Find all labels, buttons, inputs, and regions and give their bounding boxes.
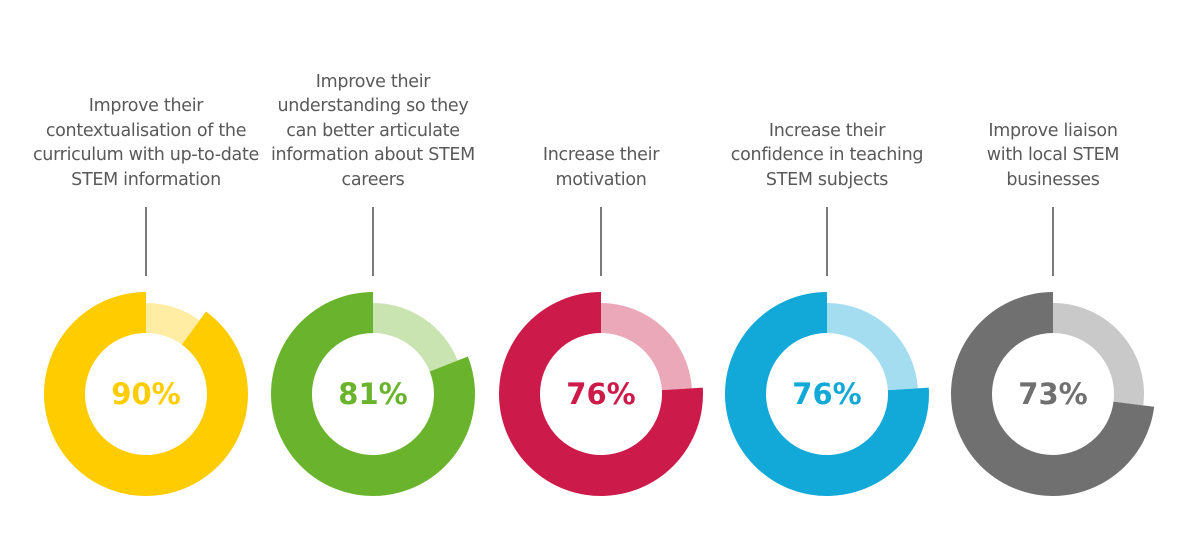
donut-label-5: Improve liaison with local STEM businesses	[986, 120, 1120, 190]
connector-line-5	[1052, 207, 1054, 276]
connector-line-4	[826, 207, 828, 276]
donut-value-segment-5	[951, 292, 1155, 496]
donut-percent-4: 76%	[792, 377, 862, 411]
donut-label-1: Improve their contextualisation of the cur…	[32, 96, 259, 190]
connector-line-1	[145, 207, 147, 276]
donut-3	[499, 292, 703, 496]
donut-value-segment-1	[44, 292, 249, 496]
donut-remainder-segment-2	[373, 303, 458, 372]
donut-5	[951, 292, 1155, 496]
donut-value-segment-2	[271, 292, 475, 496]
donut-percent-2: 81%	[338, 377, 408, 411]
donut-percent-5: 73%	[1018, 377, 1088, 411]
donut-label-2: Improve their understanding so they can be…	[271, 71, 475, 190]
donut-remainder-segment-1	[146, 303, 200, 345]
donut-value-segment-4	[725, 292, 929, 496]
donut-4	[725, 292, 929, 496]
donut-percent-1: 90%	[111, 377, 181, 411]
donut-value-segment-3	[499, 292, 703, 496]
donut-remainder-segment-4	[827, 303, 918, 391]
connector-line-2	[372, 207, 374, 276]
donut-percent-3: 76%	[566, 377, 636, 411]
donut-2	[271, 292, 475, 496]
donut-label-4: Increase their confidence in teaching STEM…	[730, 120, 924, 190]
donut-label-3: Increase their motivation	[542, 145, 660, 190]
connector-line-3	[600, 207, 602, 276]
donut-remainder-segment-5	[1053, 303, 1144, 406]
donut-remainder-segment-3	[601, 303, 692, 391]
donut-1	[44, 292, 249, 496]
